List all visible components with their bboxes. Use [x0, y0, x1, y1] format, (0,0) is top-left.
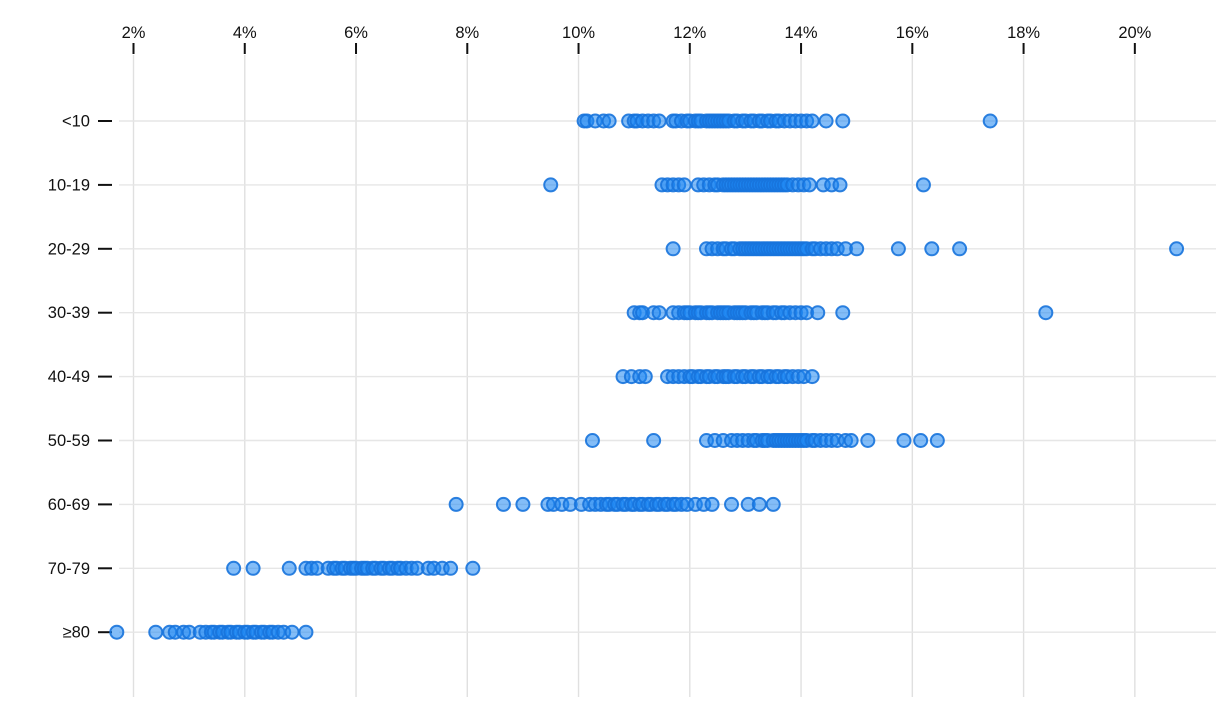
y-axis-category-label: 20-29 [48, 240, 90, 258]
data-point [465, 560, 481, 576]
x-axis-tick-label: 14% [785, 24, 818, 42]
x-axis-tick-label: 20% [1118, 24, 1151, 42]
y-axis-category-label: 50-59 [48, 432, 90, 450]
data-point [924, 241, 940, 257]
data-point [915, 177, 931, 193]
data-point [646, 433, 662, 448]
x-axis-tick-label: 12% [673, 24, 706, 42]
y-axis-category-label: 60-69 [48, 496, 90, 514]
data-point [843, 433, 859, 448]
data-point [245, 560, 261, 576]
data-point [849, 241, 865, 257]
x-axis-tick-label: 6% [344, 24, 368, 42]
data-point [651, 305, 667, 321]
y-axis-category-label: 30-39 [48, 304, 90, 322]
data-point [835, 113, 851, 129]
data-point [896, 433, 912, 448]
x-axis-tick-label: 10% [562, 24, 595, 42]
data-point [281, 560, 297, 576]
data-point [704, 496, 720, 512]
data-point [109, 624, 125, 640]
data-point [835, 305, 851, 321]
data-point [724, 496, 740, 512]
data-point [284, 624, 300, 640]
data-point [1169, 241, 1185, 257]
data-point [1038, 305, 1054, 321]
x-axis-tick-label: 16% [896, 24, 929, 42]
data-point [818, 113, 834, 129]
data-point [676, 177, 692, 193]
data-point [298, 624, 314, 640]
data-point [543, 177, 559, 193]
data-point [929, 433, 945, 448]
data-point [637, 369, 653, 385]
y-axis-category-label: ≥80 [63, 624, 90, 642]
data-point [890, 241, 906, 257]
y-axis-category-label: <10 [62, 113, 90, 131]
y-axis-category-label: 10-19 [48, 176, 90, 194]
data-point [665, 241, 681, 257]
data-point [810, 305, 826, 321]
data-point [651, 113, 667, 129]
data-point [952, 241, 968, 257]
data-point [860, 433, 876, 448]
y-axis-category-label: 40-49 [48, 368, 90, 386]
x-axis-tick-label: 8% [455, 24, 479, 42]
y-axis-category-label: 70-79 [48, 560, 90, 578]
x-axis-tick-label: 18% [1007, 24, 1040, 42]
x-axis-tick-label: 2% [122, 24, 146, 42]
data-point [804, 113, 820, 129]
x-axis-tick-label: 4% [233, 24, 257, 42]
data-point [913, 433, 929, 448]
data-point [801, 177, 817, 193]
data-point [443, 560, 459, 576]
data-point [448, 496, 464, 512]
data-point [751, 496, 767, 512]
data-point [226, 560, 242, 576]
data-point [495, 496, 511, 512]
data-point [601, 113, 617, 129]
data-point [982, 113, 998, 129]
data-point [765, 496, 781, 512]
data-point [584, 433, 600, 448]
data-point [148, 624, 164, 640]
data-point [515, 496, 531, 512]
data-point [804, 369, 820, 385]
data-point [832, 177, 848, 193]
